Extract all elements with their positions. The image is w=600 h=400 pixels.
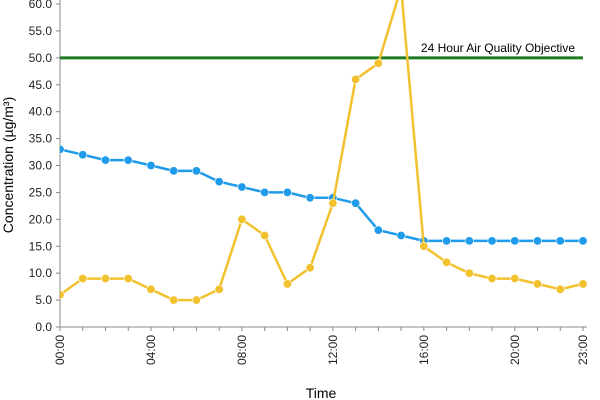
x-axis: 00:00 04:00 08:00 12:00 16:00 20:00 23:00 <box>53 326 590 365</box>
y-tick-label: 15.0 <box>29 239 53 253</box>
series-1-point <box>260 230 270 240</box>
series-0-point <box>305 193 315 203</box>
reference-line-label: 24 Hour Air Quality Objective <box>421 41 575 55</box>
x-tick-label: 00:00 <box>53 335 67 365</box>
y-tick-label: 60.0 <box>29 0 53 11</box>
series-1-point <box>510 274 520 284</box>
series-1-point <box>328 198 338 208</box>
series-1-point <box>237 214 247 224</box>
series-1-point <box>373 58 383 68</box>
series-0-point <box>510 236 520 246</box>
series-0-point <box>282 187 292 197</box>
series-0-point <box>169 166 179 176</box>
series-1-point <box>169 295 179 305</box>
series-1-point <box>214 284 224 294</box>
y-tick-label: 20.0 <box>29 212 53 226</box>
series-1-point <box>146 284 156 294</box>
x-tick-label: 20:00 <box>508 335 522 365</box>
y-tick-label: 10.0 <box>29 266 53 280</box>
y-tick-label: 35.0 <box>29 132 53 146</box>
series-1-point <box>191 295 201 305</box>
series-1-point <box>578 279 588 289</box>
series-1-point <box>442 257 452 267</box>
y-axis: 0.0 5.0 10.0 15.0 20.0 25.0 30.0 35.0 40.0 45.0 50… <box>29 0 61 334</box>
series-group <box>60 0 588 305</box>
series-1-point <box>100 274 110 284</box>
series-1-point <box>282 279 292 289</box>
y-tick-label: 50.0 <box>29 51 53 65</box>
y-tick-label: 45.0 <box>29 78 53 92</box>
series-1-point <box>123 274 133 284</box>
series-0-point <box>78 150 88 160</box>
y-axis-title: Concentration (µg/m³) <box>0 97 16 233</box>
series-0-point <box>191 166 201 176</box>
series-0-point <box>533 236 543 246</box>
series-0-point <box>396 230 406 240</box>
series-0-point <box>123 155 133 165</box>
series-0-point <box>100 155 110 165</box>
series-0-point <box>487 236 497 246</box>
y-tick-label: 30.0 <box>29 159 53 173</box>
y-tick-label: 25.0 <box>29 185 53 199</box>
x-axis-title: Time <box>306 385 337 400</box>
series-1-point <box>555 284 565 294</box>
reference-line-group: 24 Hour Air Quality Objective <box>60 41 583 60</box>
series-1-point <box>351 74 361 84</box>
x-tick-label: 23:00 <box>576 335 590 365</box>
y-tick-label: 40.0 <box>29 105 53 119</box>
series-line-0 <box>60 148 583 243</box>
series-0-point <box>578 236 588 246</box>
series-1-point <box>487 274 497 284</box>
series-1-point <box>533 279 543 289</box>
y-tick-label: 0.0 <box>35 320 52 334</box>
x-tick-label: 16:00 <box>417 335 431 365</box>
series-1-point <box>60 290 65 300</box>
y-tick-label: 5.0 <box>35 293 52 307</box>
series-0-point <box>60 144 65 154</box>
series-1-point <box>419 241 429 251</box>
series-0-point <box>442 236 452 246</box>
series-0-point <box>214 177 224 187</box>
series-1-point <box>464 268 474 278</box>
series-1-point <box>78 274 88 284</box>
series-0-point <box>237 182 247 192</box>
series-1-point <box>305 263 315 273</box>
series-0-point <box>464 236 474 246</box>
x-tick-label: 12:00 <box>326 335 340 365</box>
x-tick-label: 08:00 <box>235 335 249 365</box>
y-tick-label: 55.0 <box>29 24 53 38</box>
series-0-point <box>146 161 156 171</box>
series-0-point <box>260 187 270 197</box>
series-0-point <box>351 198 361 208</box>
series-0-point <box>373 225 383 235</box>
x-tick-label: 04:00 <box>144 335 158 365</box>
series-0-point <box>555 236 565 246</box>
